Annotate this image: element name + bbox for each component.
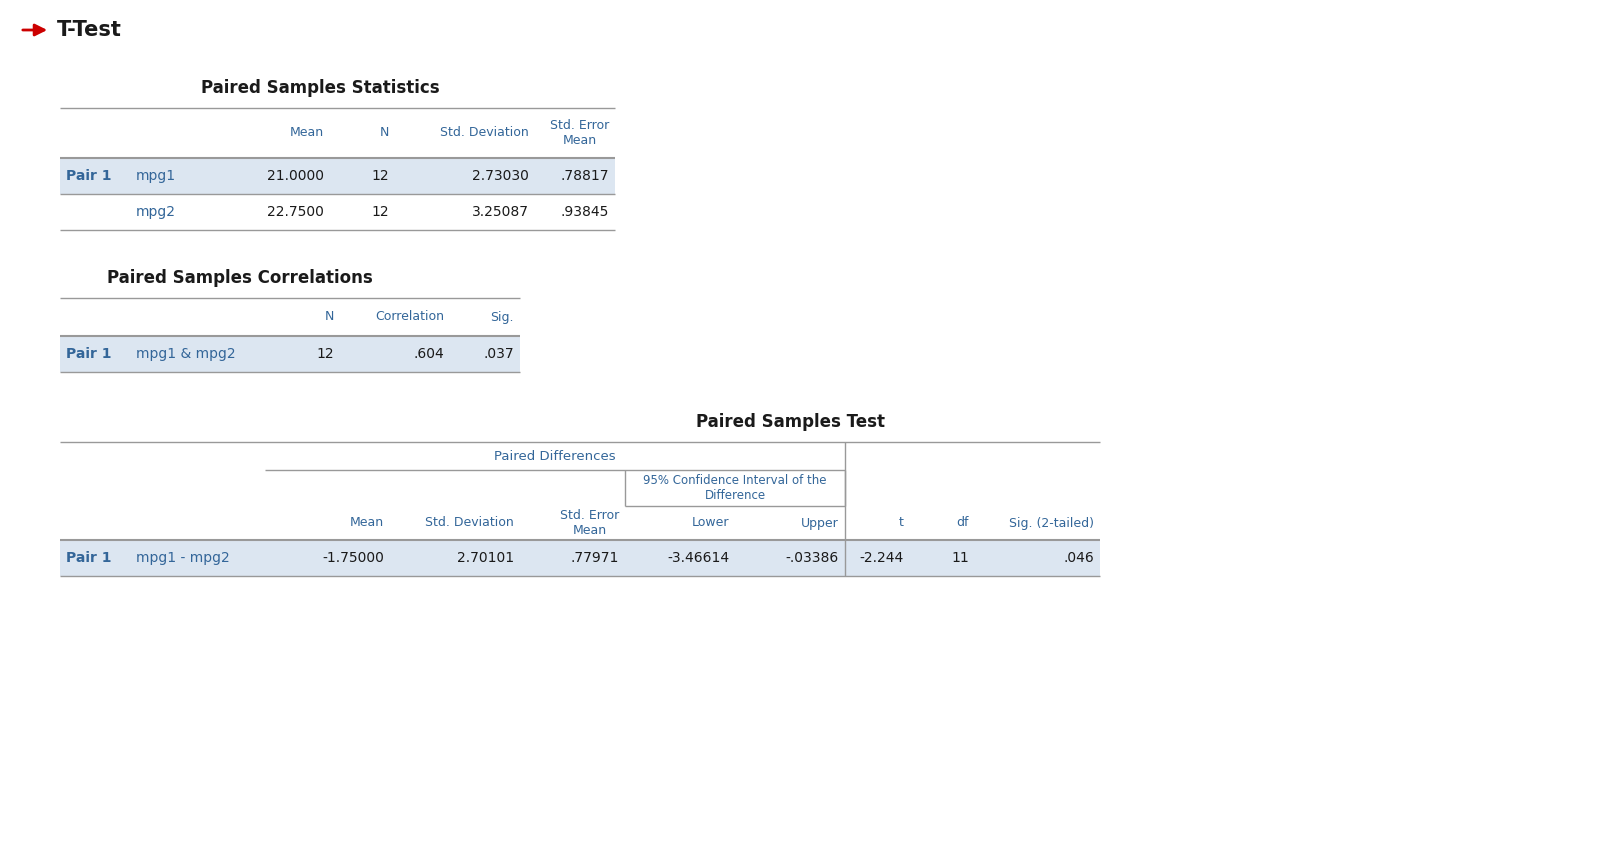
Text: 12: 12: [371, 205, 389, 219]
Text: N: N: [379, 126, 389, 139]
Text: T-Test: T-Test: [58, 20, 122, 40]
Text: .046: .046: [1064, 551, 1094, 565]
Text: df: df: [957, 516, 970, 529]
Text: Paired Samples Test: Paired Samples Test: [696, 413, 885, 431]
Text: .604: .604: [413, 347, 445, 361]
Text: Paired Differences: Paired Differences: [494, 450, 616, 463]
Text: -1.75000: -1.75000: [322, 551, 384, 565]
Text: Sig. (2-tailed): Sig. (2-tailed): [1010, 516, 1094, 529]
Text: 3.25087: 3.25087: [472, 205, 530, 219]
Text: Sig.: Sig.: [491, 311, 514, 324]
Text: -2.244: -2.244: [859, 551, 904, 565]
Text: .93845: .93845: [560, 205, 610, 219]
Text: 11: 11: [952, 551, 970, 565]
Text: 21.0000: 21.0000: [267, 169, 323, 183]
Text: Pair 1: Pair 1: [66, 169, 112, 183]
Text: Paired Samples Correlations: Paired Samples Correlations: [107, 269, 373, 287]
Text: 2.73030: 2.73030: [472, 169, 530, 183]
Text: Pair 1: Pair 1: [66, 347, 112, 361]
Text: Std. Deviation: Std. Deviation: [440, 126, 530, 139]
Text: Paired Samples Statistics: Paired Samples Statistics: [200, 79, 440, 97]
Text: t: t: [899, 516, 904, 529]
Text: Correlation: Correlation: [374, 311, 445, 324]
Text: Lower: Lower: [691, 516, 730, 529]
Text: Std. Deviation: Std. Deviation: [426, 516, 514, 529]
Text: mpg1: mpg1: [136, 169, 176, 183]
Text: 95% Confidence Interval of the
Difference: 95% Confidence Interval of the Differenc…: [643, 474, 827, 502]
Text: Std. Error
Mean: Std. Error Mean: [560, 509, 619, 537]
Text: mpg1 - mpg2: mpg1 - mpg2: [136, 551, 230, 565]
Text: mpg1 & mpg2: mpg1 & mpg2: [136, 347, 235, 361]
Text: 2.70101: 2.70101: [458, 551, 514, 565]
Text: Std. Error
Mean: Std. Error Mean: [550, 119, 610, 147]
Text: N: N: [325, 311, 334, 324]
Text: .77971: .77971: [571, 551, 619, 565]
Bar: [61, 194, 614, 230]
Text: -3.46614: -3.46614: [667, 551, 730, 565]
Text: .78817: .78817: [560, 169, 610, 183]
Text: Upper: Upper: [802, 516, 838, 529]
Bar: [61, 336, 520, 372]
Text: Mean: Mean: [350, 516, 384, 529]
Text: 22.7500: 22.7500: [267, 205, 323, 219]
Text: 12: 12: [371, 169, 389, 183]
Text: Pair 1: Pair 1: [66, 551, 112, 565]
Bar: [61, 540, 1101, 576]
Text: .037: .037: [483, 347, 514, 361]
Text: Mean: Mean: [290, 126, 323, 139]
Text: -.03386: -.03386: [786, 551, 838, 565]
Text: mpg2: mpg2: [136, 205, 176, 219]
Bar: [61, 158, 614, 194]
Text: 12: 12: [317, 347, 334, 361]
